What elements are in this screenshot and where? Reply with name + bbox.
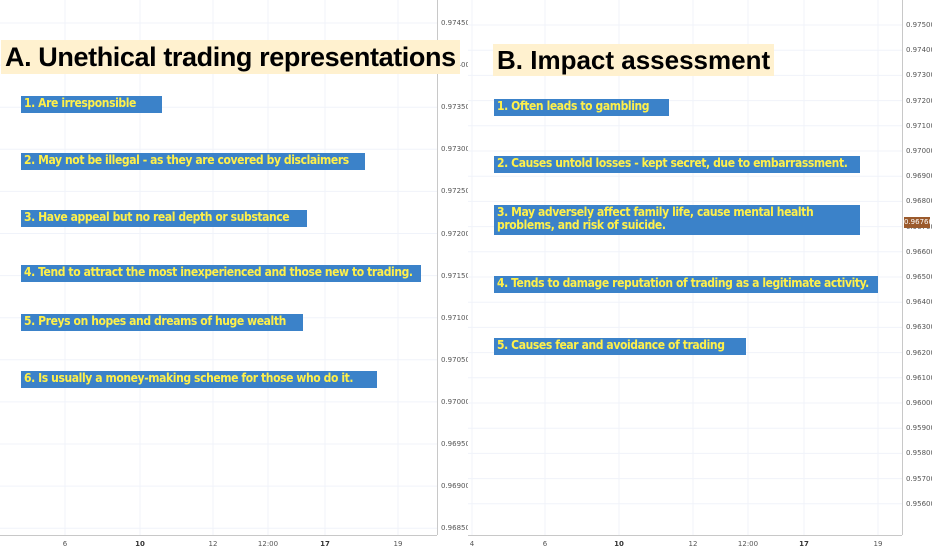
time-tick-label: 19	[393, 540, 403, 548]
price-tick-label: 0.97200	[906, 96, 932, 105]
note-b-3[interactable]: 3. May adversely affect family life, cau…	[494, 205, 860, 235]
note-b-1[interactable]: 1. Often leads to gambling	[494, 99, 669, 116]
chart-panel-b[interactable]	[468, 0, 902, 550]
time-tick-label: 12	[688, 540, 698, 548]
price-tick-label: 0.97150	[441, 271, 470, 280]
time-tick-label: 12	[208, 540, 218, 548]
title-unethical-representations: A. Unethical trading representations	[1, 40, 460, 74]
price-tick-label: 0.96900	[906, 172, 932, 181]
time-tick-label: 6	[542, 540, 548, 548]
time-axis-a[interactable]: 6 10 12 12:00 17 19	[0, 535, 437, 551]
time-tick-label: 12:00	[737, 540, 759, 548]
price-tick-label: 0.97250	[441, 187, 470, 196]
time-tick-label: 19	[873, 540, 883, 548]
title-impact-assessment: B. Impact assessment	[493, 44, 775, 76]
price-axis-a[interactable]: 0.974500.974000.973500.973000.972500.972…	[437, 0, 470, 535]
time-tick-label: 12:00	[257, 540, 279, 548]
grid-lines-b	[468, 0, 902, 535]
note-a-1[interactable]: 1. Are irresponsible	[21, 96, 162, 113]
time-tick-label: 17	[799, 540, 809, 548]
price-tick-label: 0.97200	[441, 229, 470, 238]
note-b-4[interactable]: 4. Tends to damage reputation of trading…	[494, 276, 878, 293]
price-tick-label: 0.97100	[906, 121, 932, 130]
note-a-5[interactable]: 5. Preys on hopes and dreams of huge wea…	[21, 314, 303, 331]
price-tick-label: 0.95600	[906, 499, 932, 508]
note-a-3[interactable]: 3. Have appeal but no real depth or subs…	[21, 210, 307, 227]
price-tick-label: 0.97000	[906, 147, 932, 155]
note-a-6[interactable]: 6. Is usually a money-making scheme for …	[21, 371, 377, 388]
time-tick-label: 4	[469, 540, 475, 548]
note-b-5[interactable]: 5. Causes fear and avoidance of trading	[494, 338, 746, 355]
time-tick-label: 17	[320, 540, 330, 548]
price-tick-label: 0.97350	[441, 103, 470, 112]
price-tick-label: 0.96850	[441, 524, 470, 533]
axis-corner	[437, 535, 468, 550]
current-price-marker: 0.96760	[904, 217, 932, 228]
note-a-4[interactable]: 4. Tend to attract the most inexperience…	[21, 265, 421, 282]
price-tick-label: 0.96900	[441, 482, 470, 491]
price-tick-label: 0.97000	[441, 397, 470, 406]
time-tick-label: 10	[135, 540, 145, 548]
price-tick-label: 0.97050	[441, 355, 470, 364]
note-b-2[interactable]: 2. Causes untold losses - kept secret, d…	[494, 156, 860, 173]
price-tick-label: 0.96950	[441, 440, 470, 448]
price-tick-label: 0.97100	[441, 313, 470, 322]
time-tick-label: 10	[614, 540, 624, 548]
price-tick-label: 0.97450	[441, 19, 470, 27]
time-tick-label: 6	[62, 540, 68, 548]
price-tick-label: 0.97300	[441, 145, 470, 154]
time-axis-b[interactable]: 4 6 10 12 12:00 17 19	[468, 535, 902, 551]
note-a-2[interactable]: 2. May not be illegal - as they are cove…	[21, 153, 365, 170]
price-tick-label: 0.97300	[906, 71, 932, 80]
